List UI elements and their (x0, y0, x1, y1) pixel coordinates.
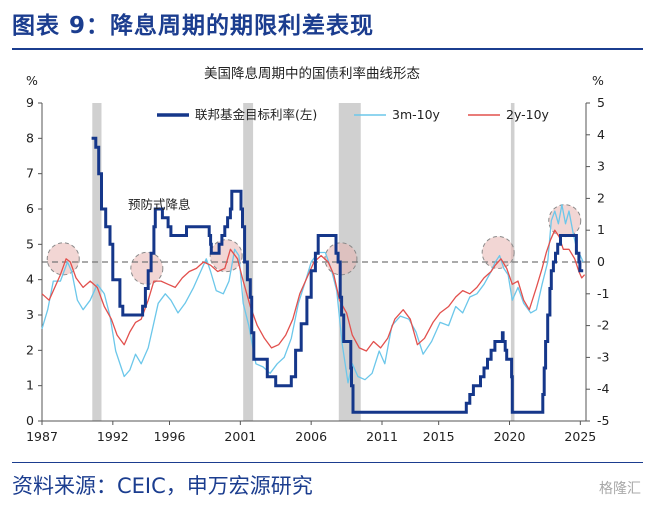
source-note: 资料来源：CEIC，申万宏源研究 (12, 474, 313, 498)
y-right-tick-label: 1 (597, 222, 605, 237)
legend-label: 3m-10y (392, 107, 441, 122)
legend-label: 联邦基金目标利率(左) (195, 107, 317, 122)
y-left-unit: % (26, 73, 38, 88)
y-right-tick-label: 3 (597, 159, 605, 174)
y-left-tick-label: 1 (26, 378, 34, 393)
x-tick-label: 2020 (494, 429, 526, 444)
y-right-tick-label: 5 (597, 95, 605, 110)
y-right-tick-label: 0 (597, 254, 605, 269)
x-tick-label: 2006 (295, 429, 327, 444)
2y-10y-line (41, 229, 586, 352)
y-left-tick-label: 0 (26, 413, 34, 428)
legend-2y-10y: 2y-10y (468, 107, 550, 122)
chart-title: 美国降息周期中的国债利率曲线形态 (204, 65, 420, 82)
x-tick-label: 2011 (366, 429, 398, 444)
y-right-tick-label: -1 (597, 286, 609, 301)
chart: 美国降息周期中的国债利率曲线形态 % % 0 1 2 3 4 5 6 7 8 9 -5 -4 -3 -2 -… (26, 65, 610, 444)
y-right-unit: % (592, 73, 604, 88)
x-tick-label: 2025 (564, 429, 596, 444)
y-right-tick-label: -5 (597, 413, 609, 428)
3m-10y-line (41, 204, 584, 384)
footer-divider (12, 462, 643, 463)
watermark-logo: 格隆汇 (599, 481, 641, 497)
legend-label: 2y-10y (506, 107, 550, 122)
fed-funds-rate-line (91, 136, 584, 414)
y-left-tick-label: 4 (26, 272, 34, 287)
y-left-tick-label: 6 (26, 201, 34, 216)
y-left-tick-label: 8 (26, 130, 34, 145)
annotation-label: 预防式降息 (128, 197, 191, 212)
highlight-circle (46, 242, 80, 276)
y-right-tick-label: -2 (597, 318, 609, 333)
y-left-tick-label: 7 (26, 166, 34, 181)
highlight-circle (209, 239, 243, 273)
y-left-tick-label: 2 (26, 342, 34, 357)
y-left-tick-label: 3 (26, 307, 34, 322)
x-tick-label: 1992 (97, 429, 129, 444)
highlight-circle (481, 235, 515, 269)
x-tick-label: 1987 (26, 429, 58, 444)
y-right-tick-label: -3 (597, 349, 609, 364)
legend-fed-funds: 联邦基金目标利率(左) (157, 107, 317, 122)
x-tick-label: 2001 (224, 429, 256, 444)
y-left-tick-label: 5 (26, 236, 34, 251)
x-tick-label: 1996 (154, 429, 186, 444)
y-right-tick-label: -4 (597, 381, 610, 396)
y-right-tick-label: 2 (597, 190, 605, 205)
y-left-tick-label: 9 (26, 95, 34, 110)
legend-3m-10y: 3m-10y (354, 107, 441, 122)
y-right-tick-label: 4 (597, 127, 605, 142)
x-tick-label: 2015 (423, 429, 455, 444)
page-title: 图表 9：降息周期的期限利差表现 (12, 13, 375, 39)
title-divider (12, 48, 643, 50)
